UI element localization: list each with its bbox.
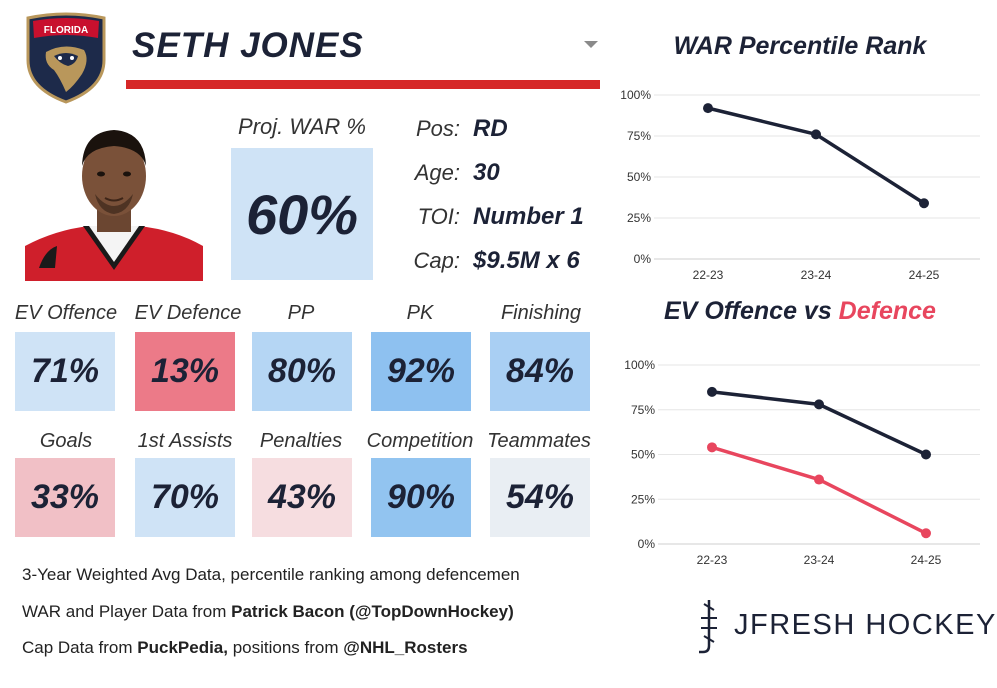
y-tick-label: 25% <box>627 211 651 225</box>
tile-goals: 33% <box>15 458 115 537</box>
tile-finishing: 84% <box>490 332 590 411</box>
proj-war-value: 60% <box>231 148 373 280</box>
tile-label-pp: PP <box>287 302 315 324</box>
info-row-toi: TOI: Number 1 <box>408 200 608 236</box>
info-row-cap: Cap: $9.5M x 6 <box>408 244 608 280</box>
footer-link-puckpedia: PuckPedia, <box>137 638 228 657</box>
info-value: RD <box>473 115 508 142</box>
x-tick-label: 24-25 <box>909 268 940 282</box>
tile-1st-assists: 70% <box>135 458 235 537</box>
player-name: SETH JONES <box>132 26 364 65</box>
svg-text:FLORIDA: FLORIDA <box>44 25 88 36</box>
info-row-position: Pos: RD <box>408 112 608 148</box>
tile-penalties: 43% <box>252 458 352 537</box>
y-tick-label: 100% <box>624 358 655 372</box>
tile-ev-offence: 71% <box>15 332 115 411</box>
footer-text: Cap Data from <box>22 638 138 657</box>
y-tick-label: 0% <box>638 537 656 551</box>
series-line-1 <box>711 445 927 535</box>
chart2-title-part2: Defence <box>838 297 936 325</box>
proj-war-label: Proj. WAR % <box>238 114 366 139</box>
footer-text: positions from <box>227 638 344 657</box>
footer-note: 3-Year Weighted Avg Data, percentile ran… <box>22 565 520 584</box>
jfresh-logo-icon <box>699 600 717 654</box>
data-point <box>707 442 717 453</box>
y-tick-label: 75% <box>631 403 655 417</box>
brand-jfresh: JFRESH HOCKEY <box>694 596 995 656</box>
name-underline <box>126 80 600 89</box>
tile-label-competition: Competition <box>366 430 474 452</box>
tile-label-ev-defence: EV Defence <box>134 302 242 324</box>
tile-teammates: 54% <box>490 458 590 537</box>
x-tick-label: 23-24 <box>804 553 835 567</box>
team-logo: FLORIDA <box>26 12 106 104</box>
tile-competition: 90% <box>371 458 471 537</box>
y-tick-label: 50% <box>631 448 655 462</box>
player-select-chevron-icon[interactable] <box>584 41 598 48</box>
info-label: Pos: <box>415 116 460 141</box>
data-point <box>814 474 824 485</box>
x-tick-label: 24-25 <box>911 553 942 567</box>
tile-label-finishing: Finishing <box>500 302 582 324</box>
chart2-title: EV Offence vs Defence <box>610 297 990 326</box>
chart-war-percentile: 0% 25% 50% 75% 100% 22-23 23-24 24-25 <box>620 88 980 282</box>
data-point <box>921 449 931 460</box>
brand-text: JFRESH HOCKEY <box>734 609 997 641</box>
series-line-0 <box>707 106 925 205</box>
info-value: 30 <box>473 159 500 186</box>
info-label: Age: <box>414 160 460 185</box>
tile-label-pk: PK <box>406 302 434 324</box>
x-tick-label: 23-24 <box>801 268 832 282</box>
data-point <box>919 198 929 209</box>
tile-label-ev-offence: EV Offence <box>14 302 118 324</box>
info-label: Cap: <box>413 248 460 273</box>
info-value: $9.5M x 6 <box>473 247 580 274</box>
y-tick-label: 25% <box>631 492 655 506</box>
footer-link-nhl-rosters: @NHL_Rosters <box>343 638 468 657</box>
footer-text: WAR and Player Data from <box>22 602 232 621</box>
data-point <box>703 103 713 114</box>
data-point <box>814 399 824 410</box>
info-value: Number 1 <box>473 203 584 230</box>
y-tick-label: 0% <box>634 252 652 266</box>
tile-label-goals: Goals <box>39 430 93 452</box>
tile-pp: 80% <box>252 332 352 411</box>
footer-cap-source: Cap Data from PuckPedia, positions from … <box>22 638 468 658</box>
chart-ev-offence-defence: 0% 25% 50% 75% 100% 22-23 23-24 24-25 <box>624 358 980 567</box>
y-tick-label: 100% <box>620 88 651 102</box>
tile-label-penalties: Penalties <box>259 430 343 452</box>
info-label: TOI: <box>417 204 460 229</box>
data-point <box>921 528 931 539</box>
player-photo <box>25 118 203 281</box>
footer-link-patrick-bacon: Patrick Bacon (@TopDownHockey) <box>231 602 514 621</box>
y-tick-label: 50% <box>627 170 651 184</box>
tile-label-teammates: Teammates <box>487 430 591 452</box>
y-tick-label: 75% <box>627 129 651 143</box>
x-tick-label: 22-23 <box>693 268 724 282</box>
data-point <box>811 129 821 140</box>
x-tick-label: 22-23 <box>697 553 728 567</box>
data-point <box>707 386 717 397</box>
tile-label-1st-assists: 1st Assists <box>137 430 233 452</box>
info-row-age: Age: 30 <box>408 156 608 192</box>
footer-war-source: WAR and Player Data from Patrick Bacon (… <box>22 602 514 622</box>
chart2-title-part1: EV Offence vs <box>664 297 839 325</box>
tile-ev-defence: 13% <box>135 332 235 411</box>
chart1-title: WAR Percentile Rank <box>673 32 927 60</box>
tile-pk: 92% <box>371 332 471 411</box>
